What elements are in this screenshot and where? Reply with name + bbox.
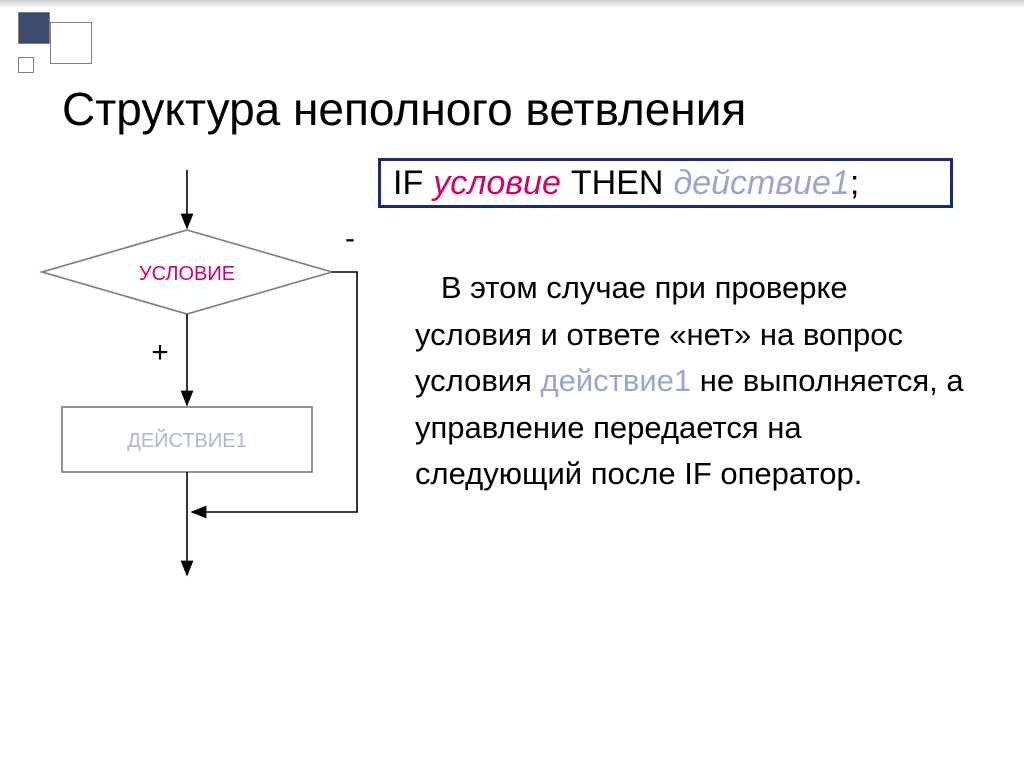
corner-decoration [18, 12, 128, 72]
body-text-action: действие1 [541, 363, 692, 398]
body-paragraph: В этом случае при проверке условия и отв… [415, 265, 970, 498]
flowchart: УСЛОВИЕ - + ДЕЙСТВИЕ1 [22, 162, 382, 592]
minus-label: - [345, 222, 355, 255]
syntax-box: IF условие THEN действие1 ; [378, 158, 953, 208]
deco-square-white-large [50, 22, 92, 64]
syntax-condition: условие [433, 164, 561, 203]
syntax-semicolon: ; [850, 164, 859, 203]
plus-label: + [151, 336, 169, 369]
action-label: ДЕЙСТВИЕ1 [127, 428, 246, 452]
false-branch [192, 272, 357, 512]
slide-top-shadow [0, 0, 1024, 8]
deco-square-dark [18, 12, 50, 44]
deco-square-white-small [18, 57, 34, 73]
condition-label: УСЛОВИЕ [139, 263, 235, 285]
slide-title: Структура неполного ветвления [62, 82, 746, 136]
flowchart-svg: УСЛОВИЕ - + ДЕЙСТВИЕ1 [22, 162, 382, 592]
syntax-then: THEN [571, 164, 664, 203]
syntax-action: действие1 [673, 164, 849, 203]
syntax-if: IF [393, 164, 423, 203]
